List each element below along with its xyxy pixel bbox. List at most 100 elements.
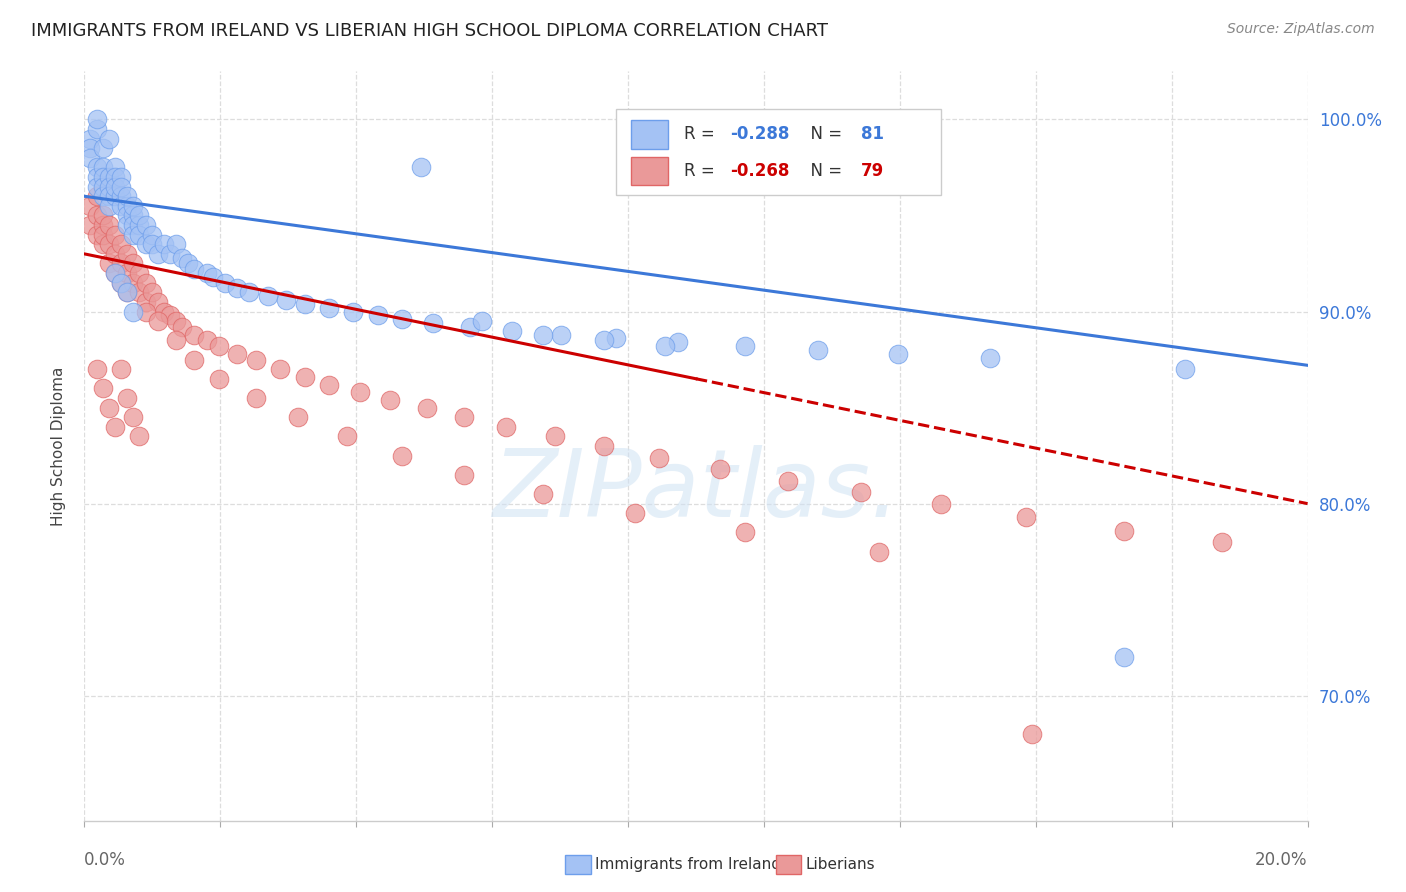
Point <box>97 179 120 194</box>
Point <box>91 381 114 395</box>
Point <box>367 309 389 323</box>
Point <box>245 391 267 405</box>
Point <box>79 199 101 213</box>
Text: N =: N = <box>800 162 848 180</box>
Point <box>110 362 132 376</box>
Point <box>734 525 756 540</box>
Point <box>115 189 138 203</box>
Point <box>336 429 359 443</box>
Point <box>887 347 910 361</box>
Point <box>79 131 101 145</box>
Point <box>172 251 194 265</box>
Point <box>104 266 127 280</box>
Point <box>115 285 138 300</box>
FancyBboxPatch shape <box>616 109 941 195</box>
Point <box>97 189 120 203</box>
Point <box>269 362 291 376</box>
Point <box>391 312 413 326</box>
Point <box>531 487 554 501</box>
Point <box>605 331 627 345</box>
Point <box>318 377 340 392</box>
Point <box>391 449 413 463</box>
Point <box>79 218 101 232</box>
Point <box>91 218 114 232</box>
Point <box>97 131 120 145</box>
Point <box>146 314 169 328</box>
Text: 0.0%: 0.0% <box>84 851 127 869</box>
Point <box>135 294 157 309</box>
Point <box>1211 535 1233 549</box>
Point <box>115 247 138 261</box>
Point <box>146 294 169 309</box>
Point <box>183 352 205 367</box>
Point <box>135 276 157 290</box>
Point <box>183 262 205 277</box>
Point <box>122 304 145 318</box>
Point <box>226 281 249 295</box>
Point <box>422 316 444 330</box>
Point <box>257 289 280 303</box>
Point <box>110 237 132 252</box>
Point <box>342 304 364 318</box>
Point <box>195 266 218 280</box>
Point <box>86 209 108 223</box>
Point <box>141 227 163 242</box>
Point <box>165 314 187 328</box>
Point <box>380 392 402 407</box>
Point <box>110 189 132 203</box>
Point <box>1174 362 1197 376</box>
Point <box>104 227 127 242</box>
Point <box>550 327 572 342</box>
Point <box>91 141 114 155</box>
Text: R =: R = <box>683 162 720 180</box>
Text: R =: R = <box>683 125 720 144</box>
Point <box>122 218 145 232</box>
Point <box>165 237 187 252</box>
Point <box>165 334 187 348</box>
Point <box>531 327 554 342</box>
Point <box>91 169 114 184</box>
Point <box>453 410 475 425</box>
Point <box>86 189 108 203</box>
Text: 79: 79 <box>860 162 884 180</box>
Text: 81: 81 <box>860 125 884 144</box>
Text: Immigrants from Ireland: Immigrants from Ireland <box>595 857 780 871</box>
Point <box>97 256 120 270</box>
Point <box>104 247 127 261</box>
Point <box>115 266 138 280</box>
Point <box>97 199 120 213</box>
Point <box>104 169 127 184</box>
Point <box>153 237 176 252</box>
Point <box>177 256 200 270</box>
Point <box>1021 727 1043 741</box>
Point <box>128 285 150 300</box>
Point <box>97 237 120 252</box>
Point <box>128 209 150 223</box>
Point <box>153 304 176 318</box>
Point <box>208 372 231 386</box>
Point <box>458 319 481 334</box>
Point <box>471 314 494 328</box>
Point <box>86 122 108 136</box>
Point <box>141 285 163 300</box>
Text: Liberians: Liberians <box>806 857 876 871</box>
Point <box>86 169 108 184</box>
Point <box>666 335 689 350</box>
Y-axis label: High School Diploma: High School Diploma <box>51 367 66 525</box>
Point <box>128 227 150 242</box>
Point <box>128 266 150 280</box>
Point <box>110 276 132 290</box>
Point <box>91 227 114 242</box>
Point <box>135 218 157 232</box>
Point <box>97 218 120 232</box>
Point <box>122 410 145 425</box>
Text: -0.288: -0.288 <box>730 125 790 144</box>
Text: IMMIGRANTS FROM IRELAND VS LIBERIAN HIGH SCHOOL DIPLOMA CORRELATION CHART: IMMIGRANTS FROM IRELAND VS LIBERIAN HIGH… <box>31 22 828 40</box>
Point <box>709 462 731 476</box>
Point <box>208 339 231 353</box>
Point <box>104 179 127 194</box>
Point <box>91 189 114 203</box>
Point <box>79 141 101 155</box>
Point <box>276 293 298 307</box>
Point <box>128 429 150 443</box>
